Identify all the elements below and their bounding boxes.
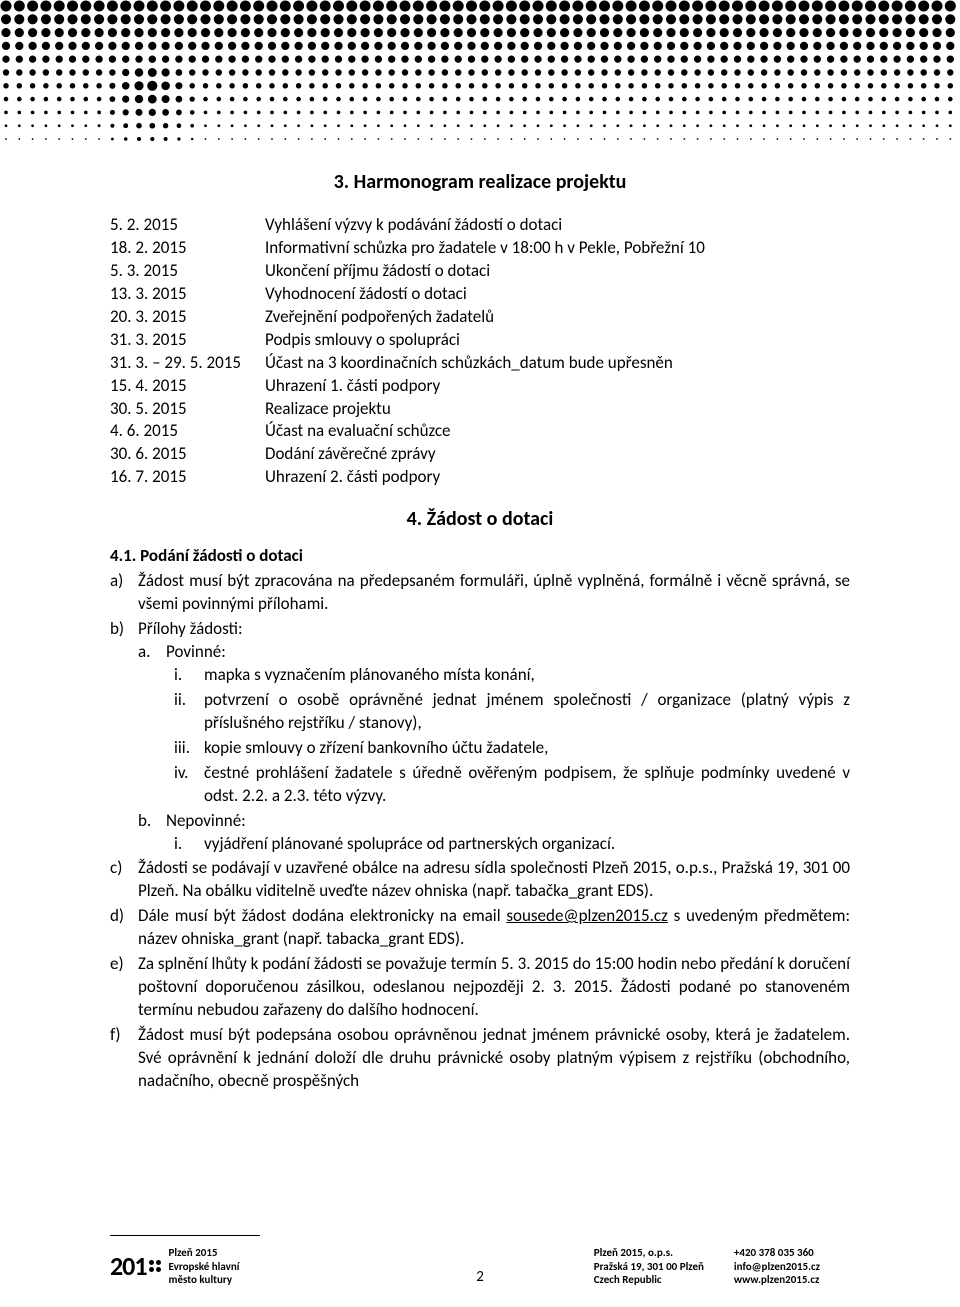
schedule-date: 31. 3. 2015 bbox=[110, 329, 265, 352]
item-b-a-i: mapka s vyznačením plánovaného místa kon… bbox=[204, 664, 850, 687]
schedule-desc: Účast na 3 koordinačních schůzkách_datum… bbox=[265, 352, 850, 375]
schedule-date: 4. 6. 2015 bbox=[110, 420, 265, 443]
item-f: Žádost musí být podepsána osobou oprávně… bbox=[138, 1024, 850, 1093]
schedule-desc: Vyhlášení výzvy k podávání žádostí o dot… bbox=[265, 214, 850, 237]
item-b-a-iii: kopie smlouvy o zřízení bankovního účtu … bbox=[204, 737, 850, 760]
item-d-email-link[interactable]: sousede@plzen2015.cz bbox=[506, 905, 667, 926]
section-4-1-heading: 4.1. Podání žádosti o dotaci bbox=[110, 545, 850, 568]
schedule-desc: Informativní schůzka pro žadatele v 18:0… bbox=[265, 237, 850, 260]
schedule-row: 15. 4. 2015Uhrazení 1. části podpory bbox=[110, 375, 850, 398]
schedule-date: 30. 6. 2015 bbox=[110, 443, 265, 466]
footer-separator bbox=[110, 1235, 260, 1236]
schedule-row: 31. 3. – 29. 5. 2015Účast na 3 koordinač… bbox=[110, 352, 850, 375]
schedule-date: 16. 7. 2015 bbox=[110, 466, 265, 489]
item-d-pre: Dále musí být žádost dodána elektronicky… bbox=[138, 905, 506, 926]
header-halftone-pattern bbox=[0, 0, 960, 150]
item-b-a-iv: čestné prohlášení žadatele s úředně ověř… bbox=[204, 762, 850, 808]
item-b-a-label: Povinné: bbox=[166, 641, 226, 662]
section-4-1-list: Žádost musí být zpracována na předepsané… bbox=[110, 570, 850, 1093]
footer-col2-l2: info@plzen2015.cz bbox=[734, 1260, 820, 1274]
schedule-date: 18. 2. 2015 bbox=[110, 237, 265, 260]
schedule-date: 15. 4. 2015 bbox=[110, 375, 265, 398]
logo-text-l1: Plzeň 2015 bbox=[169, 1246, 240, 1260]
item-e: Za splnění lhůty k podání žádosti se pov… bbox=[138, 953, 850, 1022]
schedule-row: 5. 3. 2015Ukončení příjmu žádostí o dota… bbox=[110, 260, 850, 283]
footer-col1-l2: Pražská 19, 301 00 Plzeň bbox=[594, 1260, 704, 1274]
item-b-label: Přílohy žádosti: bbox=[138, 618, 243, 639]
schedule-date: 31. 3. – 29. 5. 2015 bbox=[110, 352, 265, 375]
schedule-date: 5. 2. 2015 bbox=[110, 214, 265, 237]
footer-col2-l3: www.plzen2015.cz bbox=[734, 1273, 820, 1287]
schedule-desc: Podpis smlouvy o spolupráci bbox=[265, 329, 850, 352]
schedule-desc: Ukončení příjmu žádostí o dotaci bbox=[265, 260, 850, 283]
item-b-a: Povinné: mapka s vyznačením plánovaného … bbox=[166, 641, 850, 808]
schedule-date: 30. 5. 2015 bbox=[110, 398, 265, 421]
schedule-row: 5. 2. 2015Vyhlášení výzvy k podávání žád… bbox=[110, 214, 850, 237]
schedule-desc: Účast na evaluační schůzce bbox=[265, 420, 850, 443]
item-a: Žádost musí být zpracována na předepsané… bbox=[138, 570, 850, 616]
schedule-date: 5. 3. 2015 bbox=[110, 260, 265, 283]
schedule-row: 4. 6. 2015Účast na evaluační schůzce bbox=[110, 420, 850, 443]
schedule-date: 13. 3. 2015 bbox=[110, 283, 265, 306]
section-4-title: 4. Žádost o dotaci bbox=[110, 507, 850, 531]
footer-col1-l1: Plzeň 2015, o.p.s. bbox=[594, 1246, 704, 1260]
schedule-desc: Realizace projektu bbox=[265, 398, 850, 421]
schedule-desc: Vyhodnocení žádostí o dotaci bbox=[265, 283, 850, 306]
footer-col2-l1: +420 378 035 360 bbox=[734, 1246, 820, 1260]
page-footer: 201 Plzeň 2015 Evropské hlavní město kul… bbox=[0, 1235, 960, 1287]
logo-year: 201 bbox=[110, 1250, 147, 1283]
schedule-row: 13. 3. 2015Vyhodnocení žádostí o dotaci bbox=[110, 283, 850, 306]
section-3-title: 3. Harmonogram realizace projektu bbox=[110, 170, 850, 194]
footer-contact: +420 378 035 360 info@plzen2015.cz www.p… bbox=[734, 1246, 820, 1287]
item-b-b: Nepovinné: vyjádření plánované spoluprác… bbox=[166, 810, 850, 856]
logo-dots-icon bbox=[149, 1260, 161, 1272]
item-c: Žádosti se podávají v uzavřené obálce na… bbox=[138, 857, 850, 903]
item-b: Přílohy žádosti: Povinné: mapka s vyznač… bbox=[138, 618, 850, 855]
schedule-desc: Uhrazení 2. části podpory bbox=[265, 466, 850, 489]
item-b-a-ii: potvrzení o osobě oprávněné jednat jméne… bbox=[204, 689, 850, 735]
page-number: 2 bbox=[476, 1268, 484, 1287]
schedule-desc: Zveřejnění podpořených žadatelů bbox=[265, 306, 850, 329]
logo-text-l2: Evropské hlavní bbox=[169, 1260, 240, 1274]
schedule-row: 16. 7. 2015Uhrazení 2. části podpory bbox=[110, 466, 850, 489]
footer-address: Plzeň 2015, o.p.s. Pražská 19, 301 00 Pl… bbox=[594, 1246, 704, 1287]
logo-text-l3: město kultury bbox=[169, 1273, 240, 1287]
footer-col1-l3: Czech Republic bbox=[594, 1273, 704, 1287]
logo-text: Plzeň 2015 Evropské hlavní město kultury bbox=[169, 1246, 240, 1287]
section-4-1: 4.1. Podání žádosti o dotaci Žádost musí… bbox=[110, 545, 850, 1093]
schedule-row: 18. 2. 2015Informativní schůzka pro žada… bbox=[110, 237, 850, 260]
schedule-row: 30. 5. 2015Realizace projektu bbox=[110, 398, 850, 421]
schedule-row: 31. 3. 2015Podpis smlouvy o spolupráci bbox=[110, 329, 850, 352]
item-b-b-i: vyjádření plánované spolupráce od partne… bbox=[204, 833, 850, 856]
item-d: Dále musí být žádost dodána elektronicky… bbox=[138, 905, 850, 951]
footer-logo: 201 Plzeň 2015 Evropské hlavní město kul… bbox=[110, 1246, 239, 1287]
schedule-row: 30. 6. 2015Dodání závěrečné zprávy bbox=[110, 443, 850, 466]
schedule-row: 20. 3. 2015Zveřejnění podpořených žadate… bbox=[110, 306, 850, 329]
document-body: 3. Harmonogram realizace projektu 5. 2. … bbox=[0, 150, 960, 1093]
schedule-desc: Dodání závěrečné zprávy bbox=[265, 443, 850, 466]
schedule-desc: Uhrazení 1. části podpory bbox=[265, 375, 850, 398]
schedule-list: 5. 2. 2015Vyhlášení výzvy k podávání žád… bbox=[110, 214, 850, 489]
schedule-date: 20. 3. 2015 bbox=[110, 306, 265, 329]
item-b-b-label: Nepovinné: bbox=[166, 810, 246, 831]
